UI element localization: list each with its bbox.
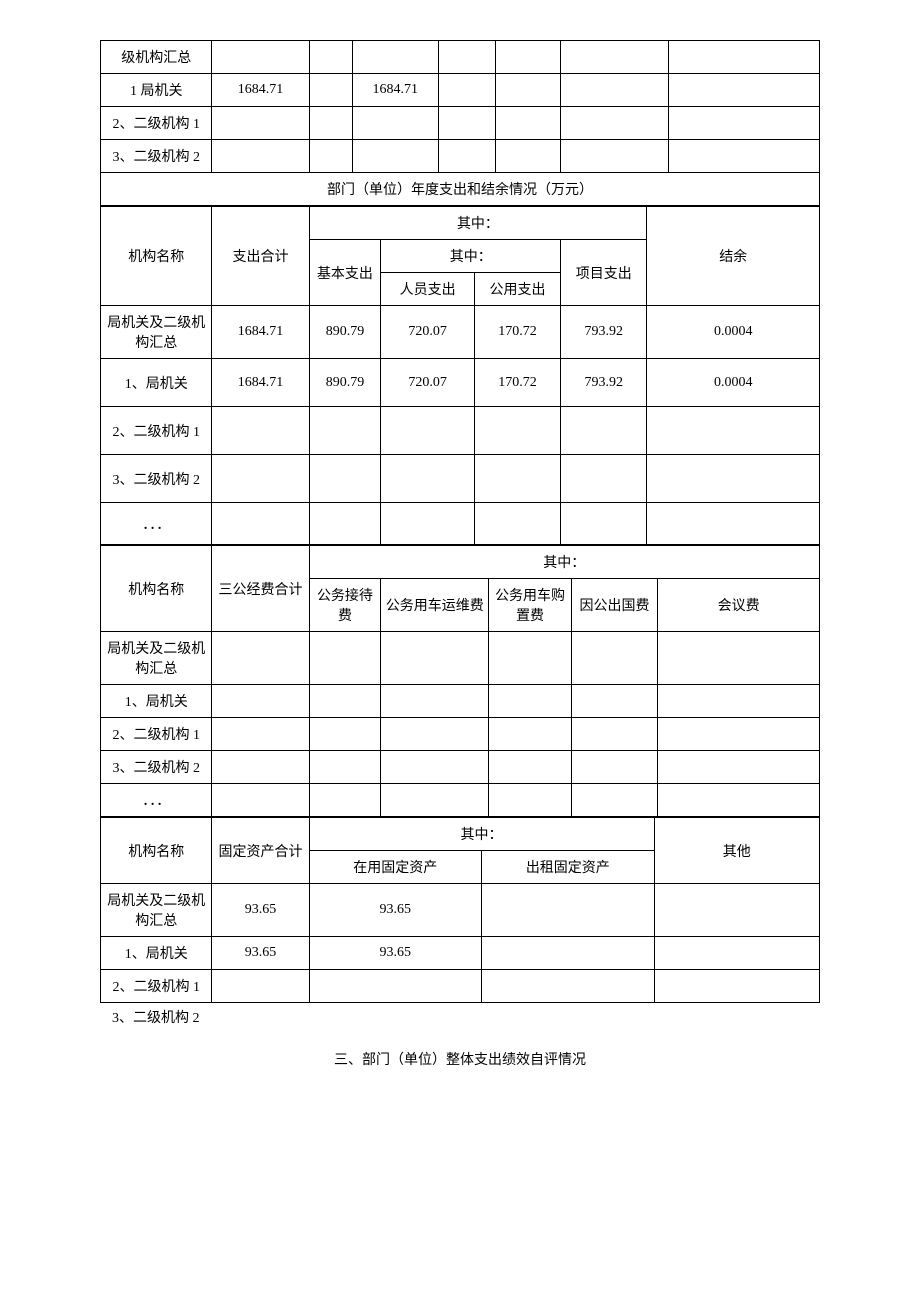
table-row: 1、局机关 1684.71 890.79 720.07 170.72 793.9… bbox=[101, 359, 820, 407]
cell-value: 0.0004 bbox=[647, 306, 820, 359]
cell-label: 级机构汇总 bbox=[101, 41, 212, 74]
table-row: 2、二级机构 1 bbox=[101, 718, 820, 751]
col-balance: 结余 bbox=[647, 207, 820, 306]
cell-label: 1、局机关 bbox=[101, 685, 212, 718]
cell-label: 3、二级机构 2 bbox=[101, 751, 212, 784]
col-abroad: 因公出国费 bbox=[571, 579, 657, 632]
table-row: ．．． bbox=[101, 503, 820, 545]
table-row: 2、二级机构 1 bbox=[101, 107, 820, 140]
header-row: 机构名称 固定资产合计 其中： 其他 bbox=[101, 818, 820, 851]
col-other: 其他 bbox=[654, 818, 819, 884]
col-qizhong: 其中： bbox=[309, 207, 647, 240]
col-personnel: 人员支出 bbox=[381, 273, 474, 306]
header-row: 机构名称 支出合计 其中： 结余 bbox=[101, 207, 820, 240]
col-vehicle-buy: 公务用车购置费 bbox=[489, 579, 572, 632]
cell bbox=[309, 41, 352, 74]
table-row: 3、二级机构 2 bbox=[101, 140, 820, 173]
cell-label: 局机关及二级机构汇总 bbox=[101, 884, 212, 937]
cell-value: 1684.71 bbox=[352, 74, 438, 107]
sangong-table: 机构名称 三公经费合计 其中： 公务接待费 公务用车运维费 公务用车购置费 因公… bbox=[100, 545, 820, 817]
cell-label: 3、二级机构 2 bbox=[101, 140, 212, 173]
table-row: 2、二级机构 1 bbox=[101, 407, 820, 455]
col-qizhong: 其中： bbox=[309, 818, 654, 851]
header-row: 机构名称 三公经费合计 其中： bbox=[101, 546, 820, 579]
cell-value: 93.65 bbox=[212, 937, 309, 970]
col-org: 机构名称 bbox=[101, 546, 212, 632]
cell-value: 720.07 bbox=[381, 359, 474, 407]
table-row: 级机构汇总 bbox=[101, 41, 820, 74]
table-row: 1 局机关 1684.71 1684.71 bbox=[101, 74, 820, 107]
col-qizhong: 其中： bbox=[309, 546, 820, 579]
cell bbox=[561, 41, 669, 74]
expenditure-table: 机构名称 支出合计 其中： 结余 基本支出 其中： 项目支出 人员支出 公用支出… bbox=[100, 206, 820, 545]
col-total: 三公经费合计 bbox=[212, 546, 309, 632]
col-reception: 公务接待费 bbox=[309, 579, 381, 632]
section1-title: 部门（单位）年度支出和结余情况（万元） bbox=[101, 173, 820, 206]
cell-value: 1684.71 bbox=[212, 359, 309, 407]
cell-label: 2、二级机构 1 bbox=[101, 107, 212, 140]
col-public: 公用支出 bbox=[474, 273, 560, 306]
cell bbox=[212, 41, 309, 74]
cell bbox=[352, 41, 438, 74]
cell-value: 93.65 bbox=[309, 884, 482, 937]
cell-value: 1684.71 bbox=[212, 306, 309, 359]
table-row: 2、二级机构 1 bbox=[101, 970, 820, 1003]
cell-label: 1、局机关 bbox=[101, 937, 212, 970]
col-meeting: 会议费 bbox=[658, 579, 820, 632]
col-rent: 出租固定资产 bbox=[482, 851, 655, 884]
cell-value: 720.07 bbox=[381, 306, 474, 359]
col-total: 固定资产合计 bbox=[212, 818, 309, 884]
table-row: ．．． bbox=[101, 784, 820, 817]
cell-label: 1、局机关 bbox=[101, 359, 212, 407]
cell-value: 793.92 bbox=[561, 359, 647, 407]
table-row: 局机关及二级机构汇总 1684.71 890.79 720.07 170.72 … bbox=[101, 306, 820, 359]
col-vehicle-op: 公务用车运维费 bbox=[381, 579, 489, 632]
cell-value: 1684.71 bbox=[212, 74, 309, 107]
assets-table: 机构名称 固定资产合计 其中： 其他 在用固定资产 出租固定资产 局机关及二级机… bbox=[100, 817, 820, 1003]
cell-value: 93.65 bbox=[212, 884, 309, 937]
cell bbox=[438, 41, 496, 74]
cell-label: 2、二级机构 1 bbox=[101, 718, 212, 751]
cell bbox=[496, 41, 561, 74]
cell-value: 0.0004 bbox=[647, 359, 820, 407]
col-project: 项目支出 bbox=[561, 240, 647, 306]
table-row: 1、局机关 93.65 93.65 bbox=[101, 937, 820, 970]
cell bbox=[438, 74, 496, 107]
cell-value: 890.79 bbox=[309, 359, 381, 407]
cell-label: 局机关及二级机构汇总 bbox=[101, 306, 212, 359]
section-title-row: 部门（单位）年度支出和结余情况（万元） bbox=[101, 173, 820, 206]
cell-value: 170.72 bbox=[474, 306, 560, 359]
col-basic: 基本支出 bbox=[309, 240, 381, 306]
col-total: 支出合计 bbox=[212, 207, 309, 306]
cell-label: 2、二级机构 1 bbox=[101, 970, 212, 1003]
budget-table: 级机构汇总 1 局机关 1684.71 1684.71 2、二级机构 1 3、二… bbox=[100, 40, 820, 206]
col-inuse: 在用固定资产 bbox=[309, 851, 482, 884]
cell-label: 局机关及二级机构汇总 bbox=[101, 632, 212, 685]
cell bbox=[496, 74, 561, 107]
table-row: 局机关及二级机构汇总 93.65 93.65 bbox=[101, 884, 820, 937]
cell-value: 170.72 bbox=[474, 359, 560, 407]
cell-label: 1 局机关 bbox=[101, 74, 212, 107]
cell-label: 3、二级机构 2 bbox=[101, 455, 212, 503]
col-org: 机构名称 bbox=[101, 207, 212, 306]
cell-label: ．．． bbox=[101, 784, 212, 817]
footer-section-title: 三、部门（单位）整体支出绩效自评情况 bbox=[100, 1031, 820, 1087]
outside-row-label: 3、二级机构 2 bbox=[100, 1003, 820, 1031]
table-row: 3、二级机构 2 bbox=[101, 751, 820, 784]
cell-value: 793.92 bbox=[561, 306, 647, 359]
table-row: 3、二级机构 2 bbox=[101, 455, 820, 503]
cell-label: ．．． bbox=[101, 503, 212, 545]
col-qizhong2: 其中： bbox=[381, 240, 561, 273]
table-row: 1、局机关 bbox=[101, 685, 820, 718]
table-row: 局机关及二级机构汇总 bbox=[101, 632, 820, 685]
cell-label: 2、二级机构 1 bbox=[101, 407, 212, 455]
cell bbox=[668, 41, 819, 74]
cell bbox=[309, 74, 352, 107]
col-org: 机构名称 bbox=[101, 818, 212, 884]
cell bbox=[561, 74, 669, 107]
cell bbox=[668, 74, 819, 107]
cell-value: 93.65 bbox=[309, 937, 482, 970]
cell-value: 890.79 bbox=[309, 306, 381, 359]
